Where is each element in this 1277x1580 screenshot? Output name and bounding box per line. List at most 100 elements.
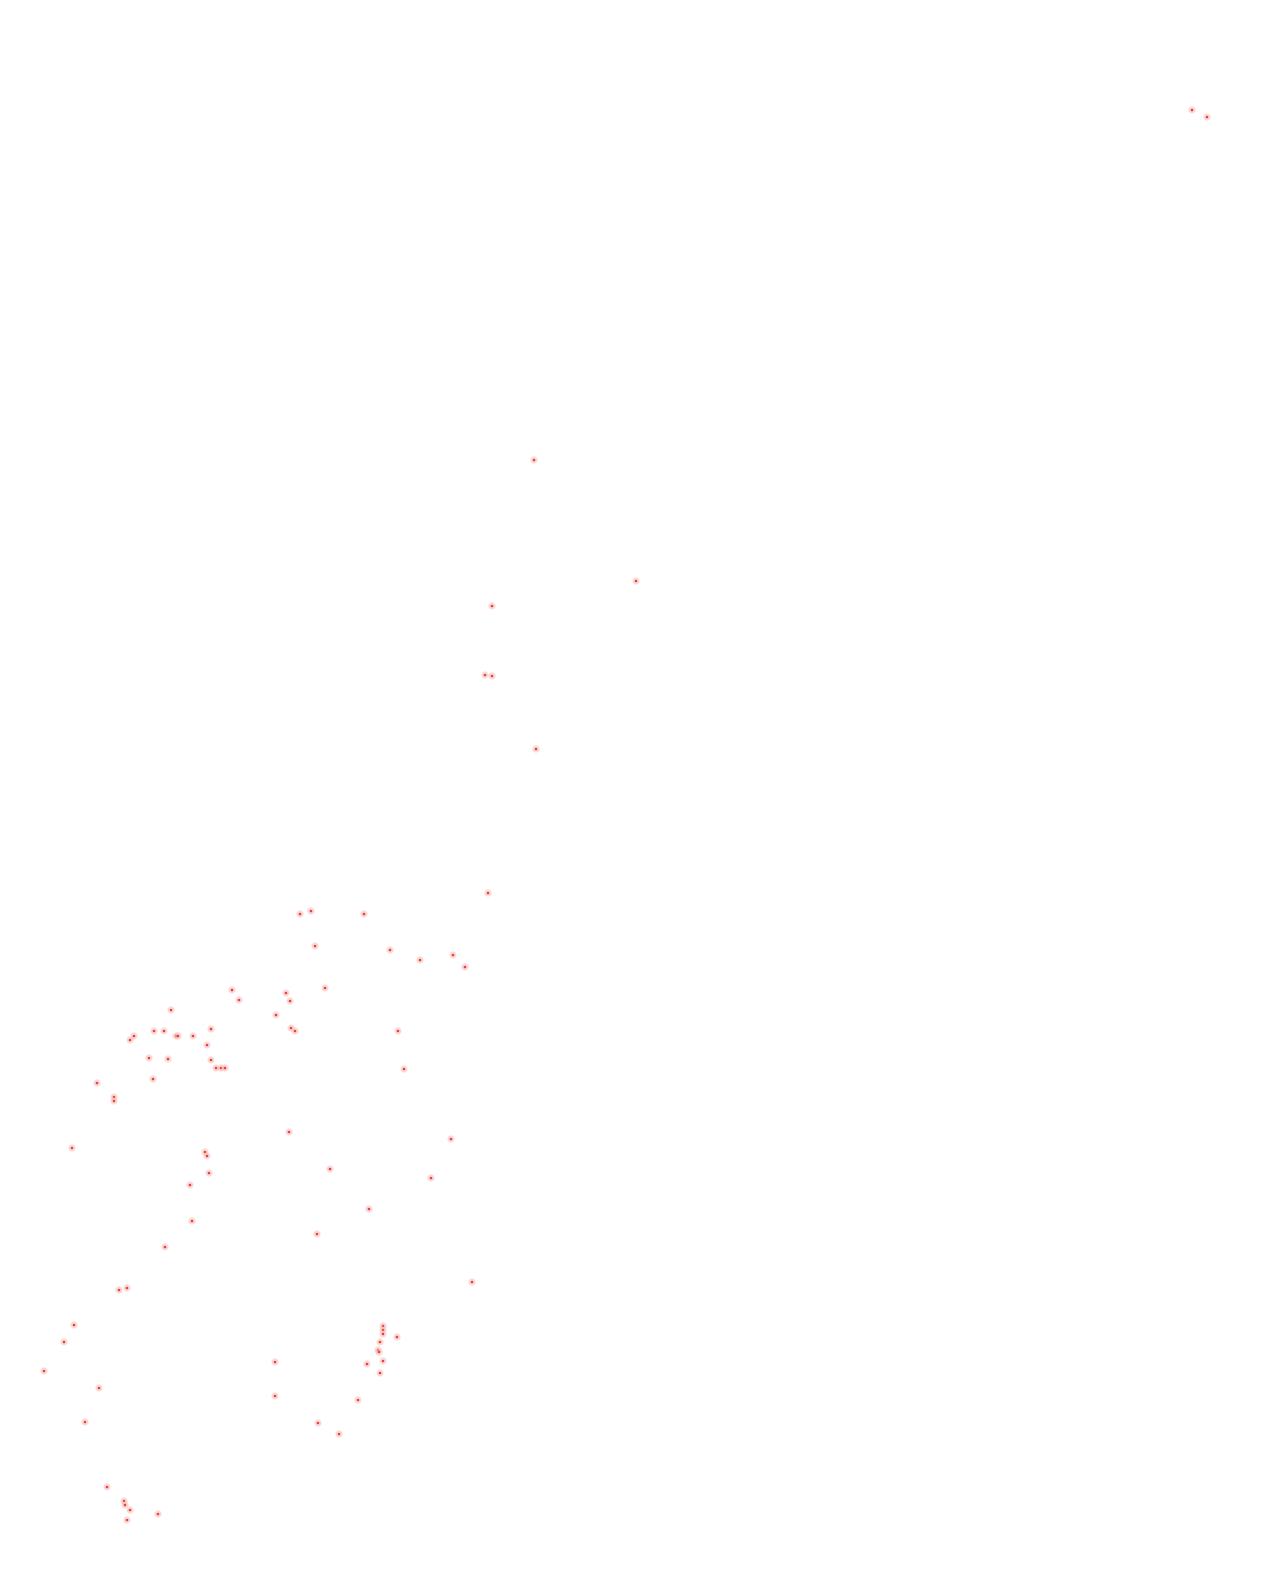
data-point bbox=[271, 1358, 279, 1366]
data-point bbox=[188, 1217, 196, 1225]
data-point bbox=[189, 1032, 197, 1040]
data-point bbox=[154, 1510, 162, 1518]
data-point-marker bbox=[117, 1288, 121, 1292]
data-point bbox=[115, 1286, 123, 1294]
data-point-marker bbox=[293, 1029, 297, 1033]
data-point-marker bbox=[418, 958, 422, 962]
data-point-marker bbox=[396, 1029, 400, 1033]
data-point-marker bbox=[378, 1371, 382, 1375]
data-point-marker bbox=[152, 1029, 156, 1033]
data-point-marker bbox=[105, 1485, 109, 1489]
data-point-marker bbox=[70, 1146, 74, 1150]
data-point-marker bbox=[205, 1154, 209, 1158]
data-point-marker bbox=[395, 1335, 399, 1339]
data-point bbox=[321, 984, 329, 992]
data-point bbox=[481, 671, 489, 679]
data-point bbox=[282, 989, 290, 997]
data-point-marker bbox=[128, 1038, 132, 1042]
data-point bbox=[393, 1333, 401, 1341]
data-point bbox=[375, 1348, 383, 1356]
data-point bbox=[174, 1032, 182, 1040]
data-point bbox=[126, 1506, 134, 1514]
data-point-marker bbox=[125, 1286, 129, 1290]
data-point-marker bbox=[289, 1026, 293, 1030]
data-point bbox=[123, 1284, 131, 1292]
data-point-marker bbox=[169, 1008, 173, 1012]
data-point bbox=[447, 1135, 455, 1143]
data-point-marker bbox=[470, 1280, 474, 1284]
data-point-marker bbox=[151, 1077, 155, 1081]
data-point bbox=[286, 997, 294, 1005]
data-point-marker bbox=[1205, 115, 1209, 119]
data-point bbox=[488, 672, 496, 680]
data-point-marker bbox=[316, 1421, 320, 1425]
data-point bbox=[205, 1169, 213, 1177]
data-point-marker bbox=[490, 674, 494, 678]
data-point bbox=[272, 1011, 280, 1019]
data-point bbox=[449, 951, 457, 959]
data-point bbox=[167, 1006, 175, 1014]
data-point bbox=[400, 1065, 408, 1073]
data-point-marker bbox=[362, 912, 366, 916]
data-point-marker bbox=[209, 1027, 213, 1031]
data-point bbox=[95, 1384, 103, 1392]
data-point-marker bbox=[337, 1432, 341, 1436]
data-point bbox=[354, 1396, 362, 1404]
data-point bbox=[110, 1097, 118, 1105]
data-point bbox=[379, 1330, 387, 1338]
data-point-marker bbox=[62, 1340, 66, 1344]
data-point-marker bbox=[486, 891, 490, 895]
data-point-marker bbox=[223, 1066, 227, 1070]
data-point bbox=[461, 963, 469, 971]
data-point-marker bbox=[72, 1323, 76, 1327]
data-point bbox=[150, 1027, 158, 1035]
data-point-marker bbox=[534, 747, 538, 751]
data-point-marker bbox=[367, 1207, 371, 1211]
data-point bbox=[335, 1430, 343, 1438]
data-point bbox=[161, 1243, 169, 1251]
data-point bbox=[386, 946, 394, 954]
data-point-marker bbox=[309, 909, 313, 913]
data-point bbox=[207, 1056, 215, 1064]
data-point-marker bbox=[95, 1081, 99, 1085]
data-point bbox=[365, 1205, 373, 1213]
data-point-marker bbox=[634, 579, 638, 583]
data-point-marker bbox=[156, 1512, 160, 1516]
data-point-marker bbox=[402, 1067, 406, 1071]
data-point-marker bbox=[163, 1245, 167, 1249]
data-point bbox=[271, 1392, 279, 1400]
data-point bbox=[632, 577, 640, 585]
data-point bbox=[532, 745, 540, 753]
data-point-marker bbox=[298, 912, 302, 916]
data-point bbox=[40, 1367, 48, 1375]
data-point bbox=[235, 996, 243, 1004]
data-point-marker bbox=[377, 1350, 381, 1354]
data-point-marker bbox=[166, 1057, 170, 1061]
data-point bbox=[307, 907, 315, 915]
data-point-marker bbox=[147, 1056, 151, 1060]
data-point bbox=[484, 889, 492, 897]
data-point-marker bbox=[328, 1167, 332, 1171]
data-point bbox=[203, 1152, 211, 1160]
data-point-marker bbox=[323, 986, 327, 990]
data-point-marker bbox=[214, 1066, 218, 1070]
data-point-marker bbox=[532, 458, 536, 462]
data-point-marker bbox=[287, 1130, 291, 1134]
data-point bbox=[427, 1174, 435, 1182]
data-point-marker bbox=[274, 1013, 278, 1017]
data-point bbox=[488, 602, 496, 610]
data-point bbox=[145, 1054, 153, 1062]
data-point bbox=[149, 1075, 157, 1083]
data-point bbox=[326, 1165, 334, 1173]
scatter-points bbox=[40, 106, 1211, 1524]
data-point-marker bbox=[237, 998, 241, 1002]
data-point bbox=[60, 1338, 68, 1346]
data-point-marker bbox=[83, 1420, 87, 1424]
data-point bbox=[314, 1419, 322, 1427]
data-point-marker bbox=[190, 1219, 194, 1223]
data-point-marker bbox=[207, 1171, 211, 1175]
data-point bbox=[376, 1338, 384, 1346]
data-point bbox=[394, 1027, 402, 1035]
data-point-marker bbox=[451, 953, 455, 957]
